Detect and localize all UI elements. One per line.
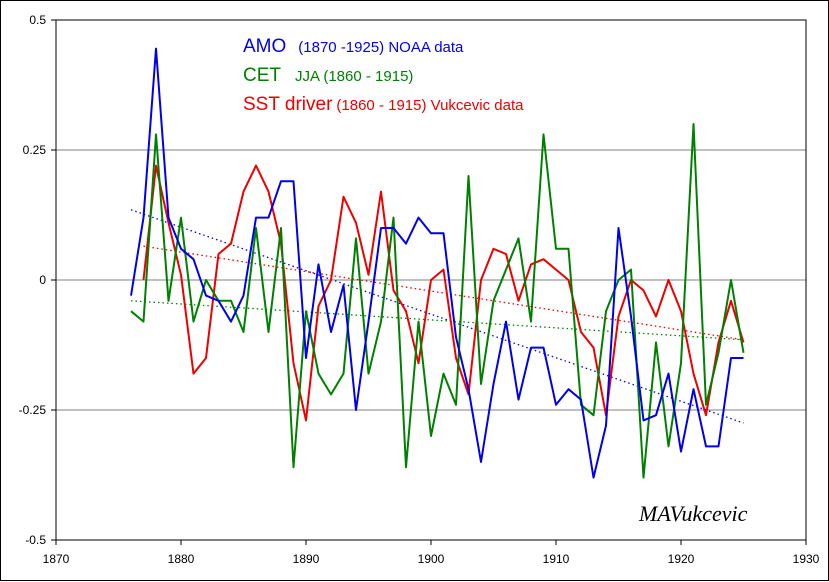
y-axis: 0.5 0.25 0 -0.25 -0.5: [19, 13, 56, 547]
x-tick-label: 1870: [43, 552, 70, 566]
trend-line-amo: [130, 209, 744, 424]
y-tick-label: 0.5: [29, 13, 46, 27]
x-axis: 1870 1880 1890 1900 1910 1920 1930: [43, 540, 820, 566]
y-tick-label: 0: [39, 273, 46, 287]
x-tick-label: 1930: [793, 552, 820, 566]
x-tick-label: 1910: [543, 552, 570, 566]
series-line-amo: [130, 47, 744, 479]
legend-cet: CET JJA (1860 - 1915): [243, 65, 413, 86]
x-tick-label: 1890: [293, 552, 320, 566]
signature: MAVukcevic: [638, 501, 748, 526]
legend-sst-label: SST driver: [243, 94, 333, 115]
legend-cet-detail: JJA (1860 - 1915): [295, 68, 413, 85]
x-tick-label: 1880: [168, 552, 195, 566]
legend-sst-detail: (1860 - 1915) Vukcevic data: [336, 97, 524, 114]
trend-line-cet: [130, 300, 744, 341]
y-tick-label: -0.5: [25, 533, 46, 547]
legend-amo-label: AMO: [243, 36, 286, 57]
x-tick-label: 1900: [418, 552, 445, 566]
legend: AMO (1870 -1925) NOAA data CET JJA (1860 -…: [243, 36, 524, 115]
trend-lines: [130, 209, 744, 424]
series-line-sst: [142, 164, 745, 422]
legend-cet-label: CET: [243, 65, 281, 86]
series-line-cet: [130, 123, 745, 479]
y-tick-label: 0.25: [23, 143, 47, 157]
x-tick-label: 1920: [668, 552, 695, 566]
legend-sst: SST driver (1860 - 1915) Vukcevic data: [243, 94, 524, 115]
series-lines: [130, 47, 745, 479]
y-tick-label: -0.25: [19, 403, 47, 417]
legend-amo-detail: (1870 -1925) NOAA data: [298, 39, 464, 56]
legend-amo: AMO (1870 -1925) NOAA data: [243, 36, 464, 57]
